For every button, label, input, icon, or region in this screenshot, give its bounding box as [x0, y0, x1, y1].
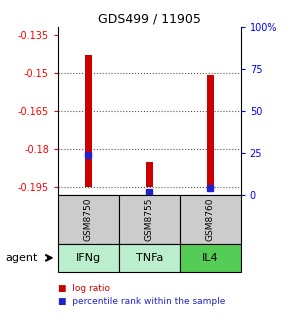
Text: GSM8750: GSM8750: [84, 198, 93, 241]
Text: GSM8760: GSM8760: [206, 198, 215, 241]
Text: ■  percentile rank within the sample: ■ percentile rank within the sample: [58, 297, 225, 306]
Text: ■  log ratio: ■ log ratio: [58, 284, 110, 293]
Bar: [146, 162, 153, 187]
Text: TNFa: TNFa: [136, 253, 163, 263]
Text: agent: agent: [6, 253, 38, 263]
Text: IFNg: IFNg: [76, 253, 101, 263]
Bar: [85, 55, 92, 187]
Text: GSM8755: GSM8755: [145, 198, 154, 241]
Title: GDS499 / 11905: GDS499 / 11905: [98, 13, 201, 26]
Bar: [206, 75, 214, 187]
Text: IL4: IL4: [202, 253, 219, 263]
